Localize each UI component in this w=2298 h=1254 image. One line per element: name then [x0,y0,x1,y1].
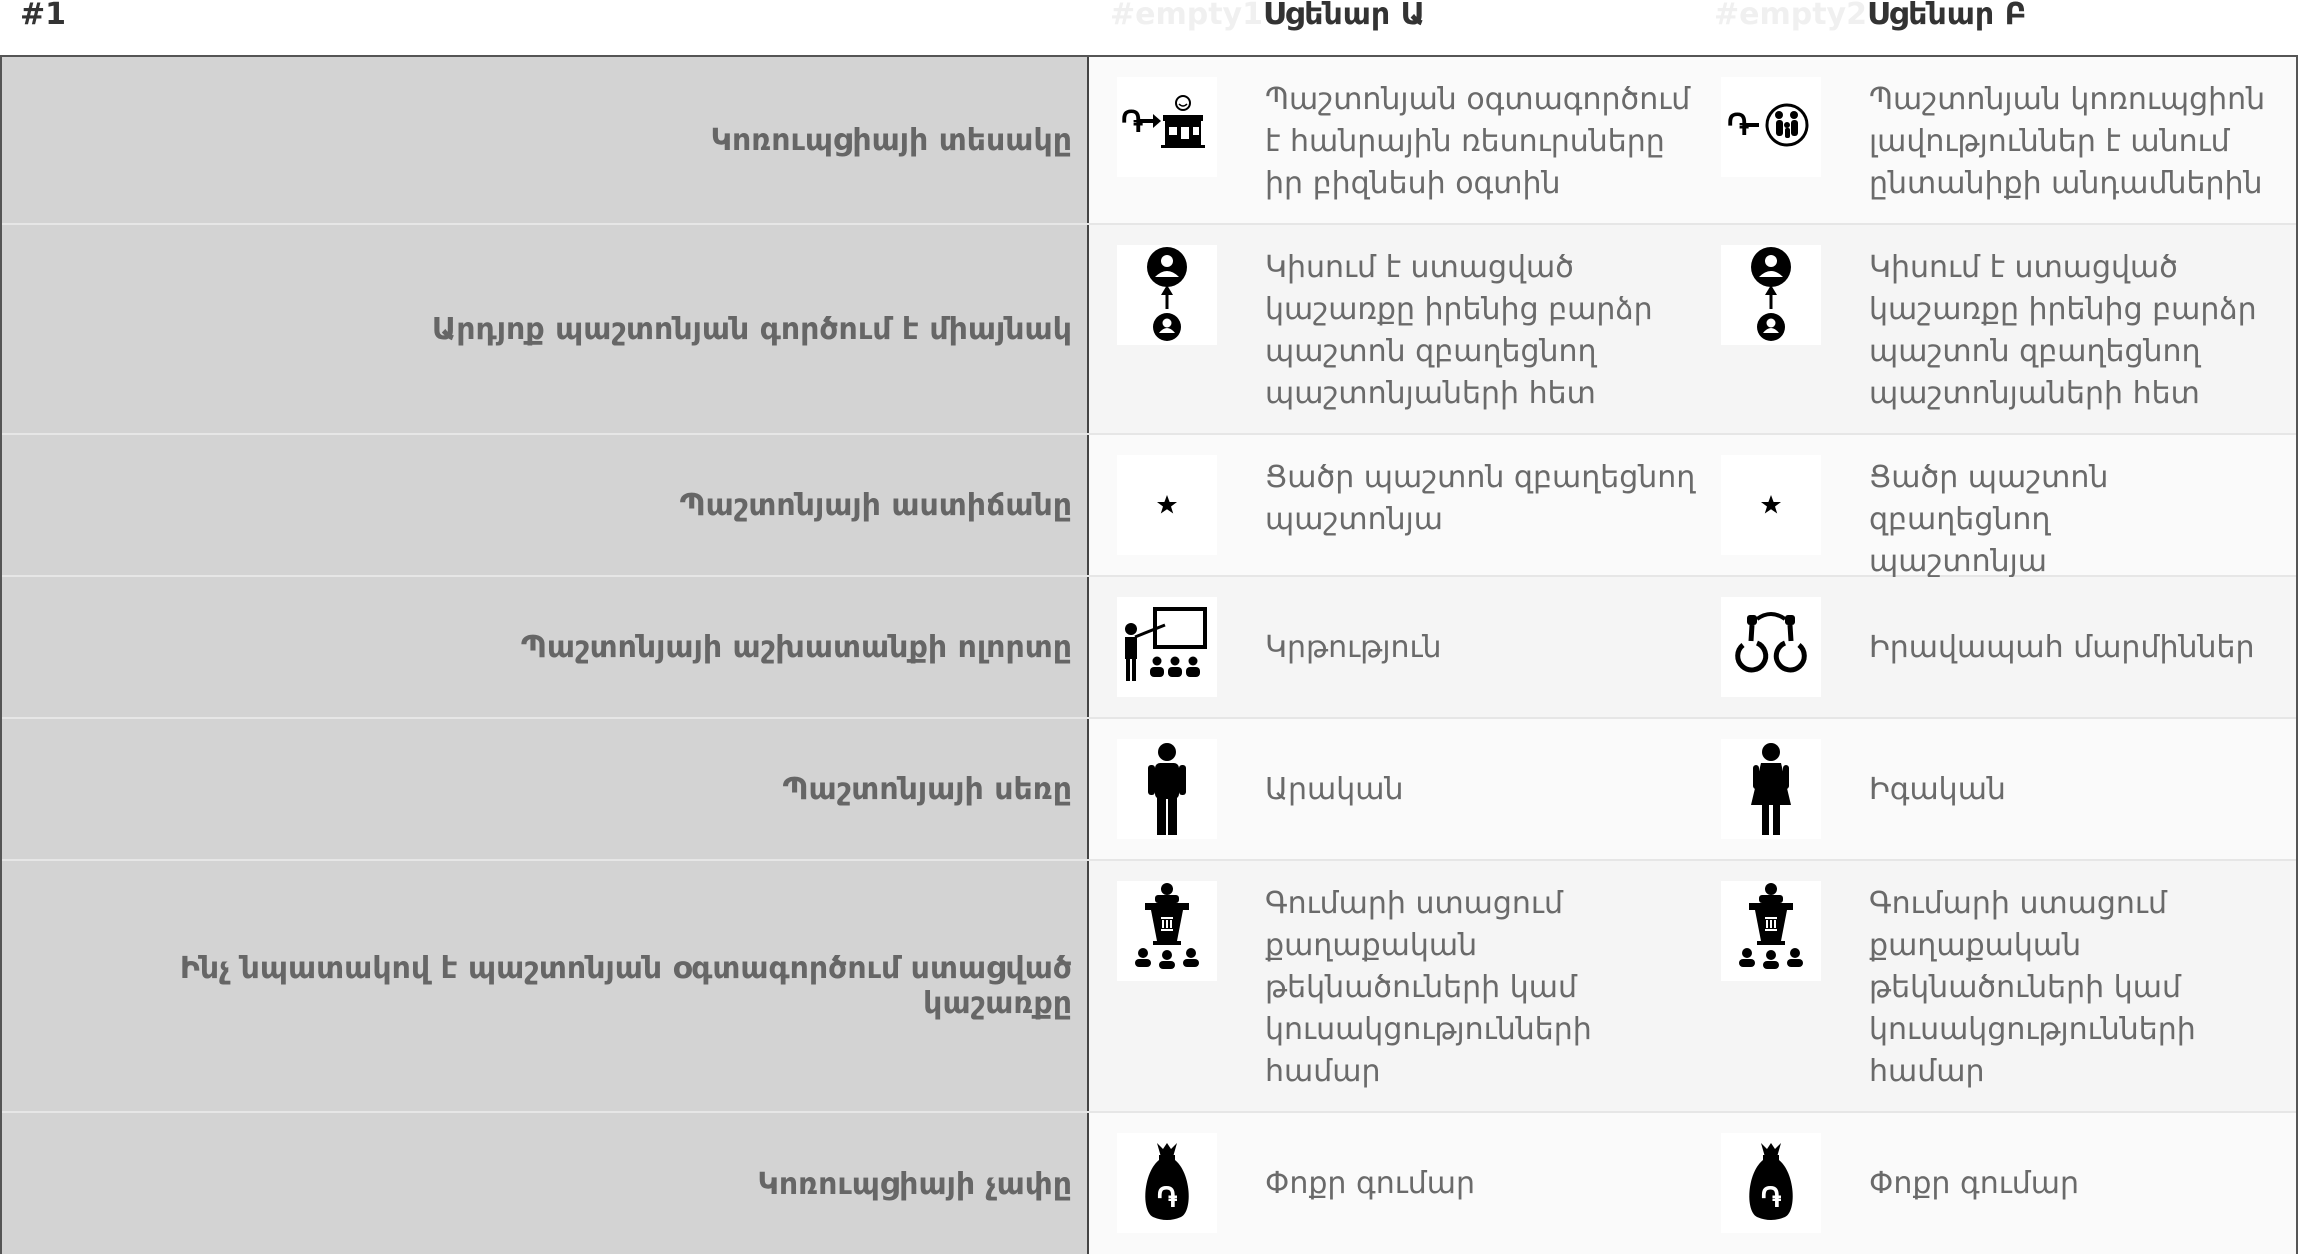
attribute-column [2,57,1089,1254]
scenario-b-text: Ցածր պաշտոն զբաղեցնող պաշտոնյա [1869,460,2109,579]
star-icon [1117,455,1217,555]
svg-text:֏: ֏ [1157,1181,1178,1214]
scenario-a-text: Գումարի ստացում քաղաքական թեկնածուների կ… [1265,886,1592,1089]
handcuffs-icon [1721,597,1821,697]
table-row: Արդյոք պաշտոնյան գործում է միայնակ Կիսու… [2,225,2296,435]
svg-text:֏: ֏ [1761,1181,1782,1214]
profile-number: #1 [20,0,67,32]
ghost-header-a: #empty1 [1110,0,1263,32]
table-row: Կոռուպցիայի չափը ֏ Փոքր գումար ֏ Փոքր գո… [2,1113,2296,1254]
woman-icon [1721,739,1821,839]
scenario-a-text: Կիսում է ստացված կաշառքը իրենից բարձր պա… [1265,250,1653,411]
scenario-b-text: Իգական [1869,772,2006,807]
man-icon [1117,739,1217,839]
scenario-b-text: Գումարի ստացում քաղաքական թեկնածուների կ… [1869,886,2196,1089]
teacher-classroom-icon [1117,597,1217,697]
row-label: Պաշտոնյայի աշխատանքի ոլորտը [520,629,1072,665]
money-bag-icon: ֏ [1721,1133,1821,1233]
table-row: Կոռուպցիայի տեսակը ֏ Պաշտոնյան օգտագործո… [2,57,2296,225]
scenario-b-text: Պաշտոնյան կոռուպցիոն լավություններ է անո… [1869,82,2266,201]
row-label: Պաշտոնյայի աստիճանը [679,487,1072,523]
table-row: Պաշտոնյայի սեռը Արական [2,719,2296,861]
table-header: #1 #empty1 Սցենար Ա #empty2 Սցենար Բ [0,0,2298,55]
person-to-superior-icon [1117,245,1217,345]
row-label: Կոռուպցիայի չափը [757,1167,1072,1202]
scenario-a-text: Փոքր գումար [1265,1166,1475,1201]
scenario-a-text: Արական [1265,772,1404,807]
scenario-b-header: Սցենար Բ [1867,0,2027,32]
scenario-b-text: Իրավապահ մարմիններ [1869,630,2255,665]
svg-text:֏: ֏ [1727,108,1749,143]
scenario-a-text: Կրթություն [1265,630,1442,665]
star-icon [1721,455,1821,555]
person-to-superior-icon [1721,245,1821,345]
table-row: Պաշտոնյայի աշխատանքի ոլորտը Կրթություն [2,577,2296,719]
scenario-b-text: Փոքր գումար [1869,1166,2079,1201]
row-label: Կոռուպցիայի տեսակը [710,122,1072,158]
row-label: Արդյոք պաշտոնյան գործում է միայնակ [431,311,1072,347]
money-bag-icon: ֏ [1117,1133,1217,1233]
podium-speaker-icon [1117,881,1217,981]
ghost-header-b: #empty2 [1714,0,1867,32]
scenario-a-header: Սցենար Ա [1263,0,1426,32]
scenario-b-text: Կիսում է ստացված կաշառքը իրենից բարձր պա… [1869,250,2257,411]
svg-text:֏: ֏ [1121,105,1143,140]
table-row: Պաշտոնյայի աստիճանը Ցածր պաշտոն զբաղեցնո… [2,435,2296,579]
comparison-table: Կոռուպցիայի տեսակը ֏ Պաշտոնյան օգտագործո… [0,55,2298,1254]
scenario-a-text: Ցածր պաշտոն զբաղեցնող պաշտոնյա [1265,460,1696,537]
scenario-a-text: Պաշտոնյան օգտագործում է հանրային ռեսուրս… [1265,82,1691,201]
row-label: Պաշտոնյայի սեռը [782,771,1072,807]
podium-speaker-icon [1721,881,1821,981]
money-to-family-icon: ֏ [1721,77,1821,177]
money-to-shop-icon: ֏ [1117,77,1217,177]
row-label: Ինչ նպատակով է պաշտոնյան օգտագործում ստա… [179,951,1072,1021]
table-row: Ինչ նպատակով է պաշտոնյան օգտագործում ստա… [2,861,2296,1113]
